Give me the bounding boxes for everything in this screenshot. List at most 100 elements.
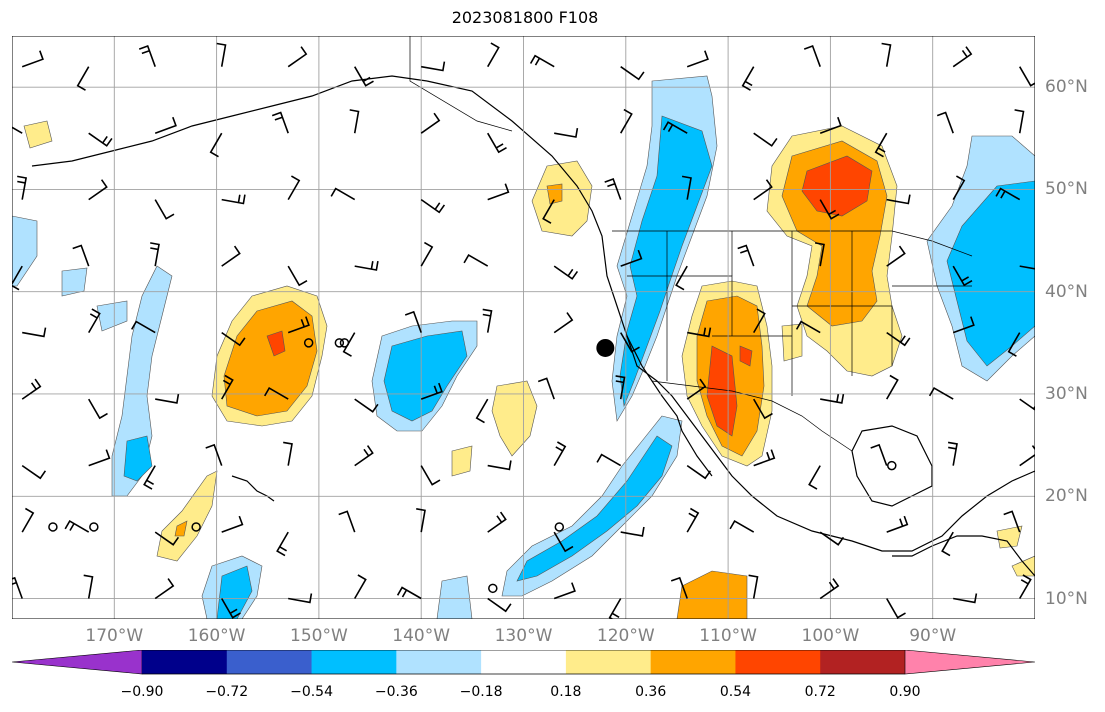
wind-barb <box>21 50 44 68</box>
colorbar-segment <box>820 650 906 674</box>
wind-barb <box>995 187 1021 201</box>
wind-barb <box>1019 398 1035 411</box>
calm-wind-circle <box>334 338 345 348</box>
wind-barb <box>874 132 888 158</box>
wind-barb <box>553 531 574 553</box>
wind-barb <box>396 586 422 600</box>
wind-barb <box>155 393 180 404</box>
latitude-label: 30°N <box>1045 383 1088 404</box>
wind-barb <box>287 46 308 68</box>
wind-barb <box>620 66 645 81</box>
colorbar-tick-label: −0.72 <box>205 684 249 700</box>
wind-barb <box>420 465 441 486</box>
coastline-north-america-west <box>426 80 1035 552</box>
wind-barb <box>729 520 755 533</box>
pos-contour-southwest-us-core-2 <box>739 345 753 367</box>
wind-barb <box>88 449 111 467</box>
wind-barb <box>803 44 821 67</box>
wind-barb <box>12 576 23 599</box>
wind-barb <box>1014 109 1025 134</box>
wind-barb <box>952 316 975 334</box>
wind-barbs <box>12 42 1035 619</box>
coastline-central-america <box>892 535 1035 577</box>
wind-barb <box>819 199 840 220</box>
wind-barb <box>22 327 47 338</box>
wind-barb <box>12 126 23 134</box>
wind-barb <box>554 127 579 138</box>
wind-barb <box>886 245 906 267</box>
wind-barb <box>420 112 441 134</box>
wind-barb <box>936 111 954 134</box>
wind-barb <box>928 387 954 400</box>
wind-barb <box>952 265 973 287</box>
colorbar-tick-label: 0.36 <box>635 684 667 700</box>
wind-barb <box>953 593 978 604</box>
wind-barb <box>83 574 94 599</box>
wind-barb <box>886 331 911 347</box>
wind-barb <box>154 116 177 134</box>
wind-barb <box>338 510 356 533</box>
wind-barb <box>615 375 626 400</box>
neg-contour-small-1 <box>96 300 128 332</box>
wind-barb <box>670 576 688 599</box>
latitude-label: 40°N <box>1045 281 1088 302</box>
colorbar-tick-label: −0.36 <box>374 684 418 700</box>
wind-barb <box>487 183 510 201</box>
pos-contour-hawaii-south-core <box>174 520 188 537</box>
wind-barb <box>886 598 906 619</box>
border-state-5 <box>792 305 893 366</box>
wind-barb <box>1019 66 1035 87</box>
calm-wind-circle <box>488 583 498 594</box>
colorbar-tick-label: 0.90 <box>889 684 921 700</box>
colorbar-segment <box>226 650 313 674</box>
wind-barb <box>487 132 507 154</box>
wind-barb <box>330 187 356 201</box>
wind-barb <box>88 132 113 147</box>
wind-barb <box>820 393 845 404</box>
wind-barb <box>354 260 379 271</box>
wind-barb <box>154 578 175 600</box>
calm-wind-circle <box>191 522 201 532</box>
wind-barb <box>264 387 289 400</box>
colorbar-tick-label: 0.54 <box>719 684 752 700</box>
calm-wind-circle <box>339 338 350 348</box>
gridlines <box>12 36 1035 619</box>
longitude-label: 100°W <box>801 626 860 646</box>
wind-barb <box>737 244 755 267</box>
neg-contour-southeast-band-core <box>516 435 673 582</box>
colorbar <box>12 650 1035 675</box>
pos-contour-east-pacific-core <box>266 330 286 357</box>
colorbar-tick-label: −0.18 <box>459 684 503 700</box>
longitude-label: 90°W <box>909 626 957 646</box>
wind-barb <box>271 111 289 134</box>
wind-barb <box>487 597 512 613</box>
border-us-canada <box>612 230 973 257</box>
wind-barb <box>475 398 489 424</box>
wind-barb <box>553 312 574 334</box>
wind-barb <box>620 108 633 134</box>
wind-barb <box>221 245 241 267</box>
wind-barb <box>21 507 35 533</box>
wind-barb <box>795 320 821 334</box>
wind-barb <box>753 308 766 334</box>
colorbar-segment <box>565 650 652 674</box>
wind-barb <box>537 377 555 400</box>
calm-wind-circle <box>554 522 565 532</box>
neg-contour-small-2 <box>12 215 38 287</box>
wind-barb <box>354 574 367 599</box>
colorbar-outline <box>142 650 905 675</box>
wind-barb <box>72 244 90 267</box>
wind-barb <box>941 531 954 557</box>
pos-contour-plains-core <box>801 155 873 217</box>
wind-barb <box>354 66 374 87</box>
longitude-label: 140°W <box>392 626 451 646</box>
wind-barb <box>675 265 688 291</box>
wind-barb <box>604 177 622 200</box>
wind-barb <box>143 465 156 490</box>
wind-barb <box>870 443 888 466</box>
wind-barb <box>753 398 773 420</box>
wind-barb <box>154 531 180 546</box>
longitude-label: 170°W <box>85 626 144 646</box>
wind-barb <box>221 194 246 205</box>
pos-contour-gulf <box>996 525 1023 549</box>
